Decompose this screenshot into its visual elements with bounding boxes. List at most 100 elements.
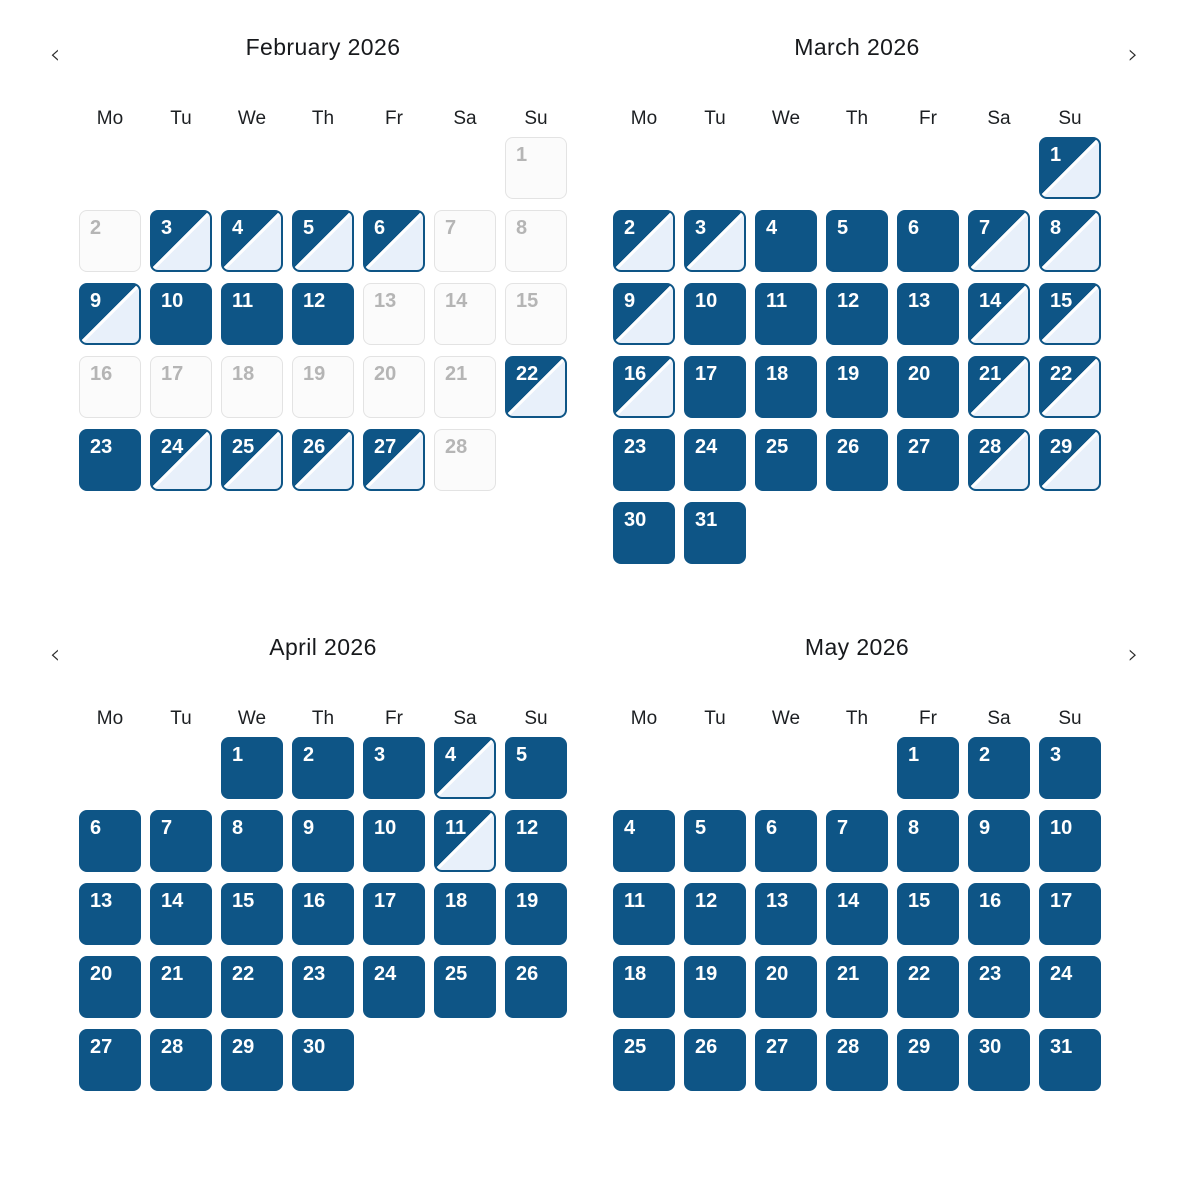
day-cell[interactable]: 21 [826,956,888,1018]
day-cell[interactable]: 2 [613,210,675,272]
day-cell[interactable]: 6 [755,810,817,872]
day-cell[interactable]: 3 [363,737,425,799]
day-cell[interactable]: 6 [79,810,141,872]
day-cell[interactable]: 12 [505,810,567,872]
day-cell[interactable]: 27 [79,1029,141,1091]
day-cell[interactable]: 28 [826,1029,888,1091]
day-cell[interactable]: 30 [292,1029,354,1091]
next-months-button[interactable]: › [1116,38,1150,72]
day-cell[interactable]: 7 [968,210,1030,272]
day-cell[interactable]: 11 [221,283,283,345]
day-cell[interactable]: 24 [363,956,425,1018]
day-cell[interactable]: 18 [613,956,675,1018]
next-months-button[interactable]: › [1116,638,1150,672]
day-cell[interactable]: 18 [434,883,496,945]
day-cell[interactable]: 28 [150,1029,212,1091]
day-cell[interactable]: 10 [1039,810,1101,872]
day-cell[interactable]: 7 [826,810,888,872]
day-cell[interactable]: 1 [1039,137,1101,199]
day-cell[interactable]: 9 [613,283,675,345]
day-cell[interactable]: 15 [1039,283,1101,345]
day-cell[interactable]: 18 [755,356,817,418]
day-cell[interactable]: 8 [897,810,959,872]
day-cell[interactable]: 13 [79,883,141,945]
day-cell[interactable]: 6 [363,210,425,272]
day-cell[interactable]: 26 [505,956,567,1018]
day-cell[interactable]: 26 [826,429,888,491]
day-cell[interactable]: 14 [826,883,888,945]
day-cell[interactable]: 16 [968,883,1030,945]
day-cell[interactable]: 12 [684,883,746,945]
day-cell[interactable]: 12 [826,283,888,345]
day-cell[interactable]: 28 [968,429,1030,491]
day-cell[interactable]: 13 [755,883,817,945]
day-cell[interactable]: 11 [613,883,675,945]
day-cell[interactable]: 27 [897,429,959,491]
day-cell[interactable]: 5 [292,210,354,272]
day-cell[interactable]: 15 [897,883,959,945]
day-cell[interactable]: 14 [150,883,212,945]
day-cell[interactable]: 16 [292,883,354,945]
day-cell[interactable]: 8 [1039,210,1101,272]
day-cell[interactable]: 23 [79,429,141,491]
day-cell[interactable]: 4 [221,210,283,272]
day-cell[interactable]: 10 [684,283,746,345]
day-cell[interactable]: 17 [684,356,746,418]
day-cell[interactable]: 25 [613,1029,675,1091]
day-cell[interactable]: 8 [221,810,283,872]
day-cell[interactable]: 10 [363,810,425,872]
day-cell[interactable]: 24 [1039,956,1101,1018]
day-cell[interactable]: 19 [684,956,746,1018]
day-cell[interactable]: 21 [150,956,212,1018]
day-cell[interactable]: 4 [613,810,675,872]
prev-months-button[interactable]: ‹ [38,638,72,672]
day-cell[interactable]: 3 [684,210,746,272]
day-cell[interactable]: 24 [150,429,212,491]
prev-months-button[interactable]: ‹ [38,38,72,72]
day-cell[interactable]: 20 [897,356,959,418]
day-cell[interactable]: 23 [968,956,1030,1018]
day-cell[interactable]: 31 [684,502,746,564]
day-cell[interactable]: 16 [613,356,675,418]
day-cell[interactable]: 25 [755,429,817,491]
day-cell[interactable]: 13 [897,283,959,345]
day-cell[interactable]: 24 [684,429,746,491]
day-cell[interactable]: 5 [505,737,567,799]
day-cell[interactable]: 29 [897,1029,959,1091]
day-cell[interactable]: 4 [434,737,496,799]
day-cell[interactable]: 1 [897,737,959,799]
day-cell[interactable]: 20 [79,956,141,1018]
day-cell[interactable]: 26 [684,1029,746,1091]
day-cell[interactable]: 22 [897,956,959,1018]
day-cell[interactable]: 26 [292,429,354,491]
day-cell[interactable]: 11 [755,283,817,345]
day-cell[interactable]: 9 [79,283,141,345]
day-cell[interactable]: 23 [292,956,354,1018]
day-cell[interactable]: 20 [755,956,817,1018]
day-cell[interactable]: 9 [292,810,354,872]
day-cell[interactable]: 30 [613,502,675,564]
day-cell[interactable]: 22 [1039,356,1101,418]
day-cell[interactable]: 10 [150,283,212,345]
day-cell[interactable]: 25 [221,429,283,491]
day-cell[interactable]: 19 [826,356,888,418]
day-cell[interactable]: 9 [968,810,1030,872]
day-cell[interactable]: 3 [1039,737,1101,799]
day-cell[interactable]: 29 [221,1029,283,1091]
day-cell[interactable]: 27 [755,1029,817,1091]
day-cell[interactable]: 15 [221,883,283,945]
day-cell[interactable]: 27 [363,429,425,491]
day-cell[interactable]: 23 [613,429,675,491]
day-cell[interactable]: 4 [755,210,817,272]
day-cell[interactable]: 14 [968,283,1030,345]
day-cell[interactable]: 1 [221,737,283,799]
day-cell[interactable]: 2 [968,737,1030,799]
day-cell[interactable]: 5 [684,810,746,872]
day-cell[interactable]: 29 [1039,429,1101,491]
day-cell[interactable]: 22 [221,956,283,1018]
day-cell[interactable]: 31 [1039,1029,1101,1091]
day-cell[interactable]: 17 [1039,883,1101,945]
day-cell[interactable]: 5 [826,210,888,272]
day-cell[interactable]: 19 [505,883,567,945]
day-cell[interactable]: 3 [150,210,212,272]
